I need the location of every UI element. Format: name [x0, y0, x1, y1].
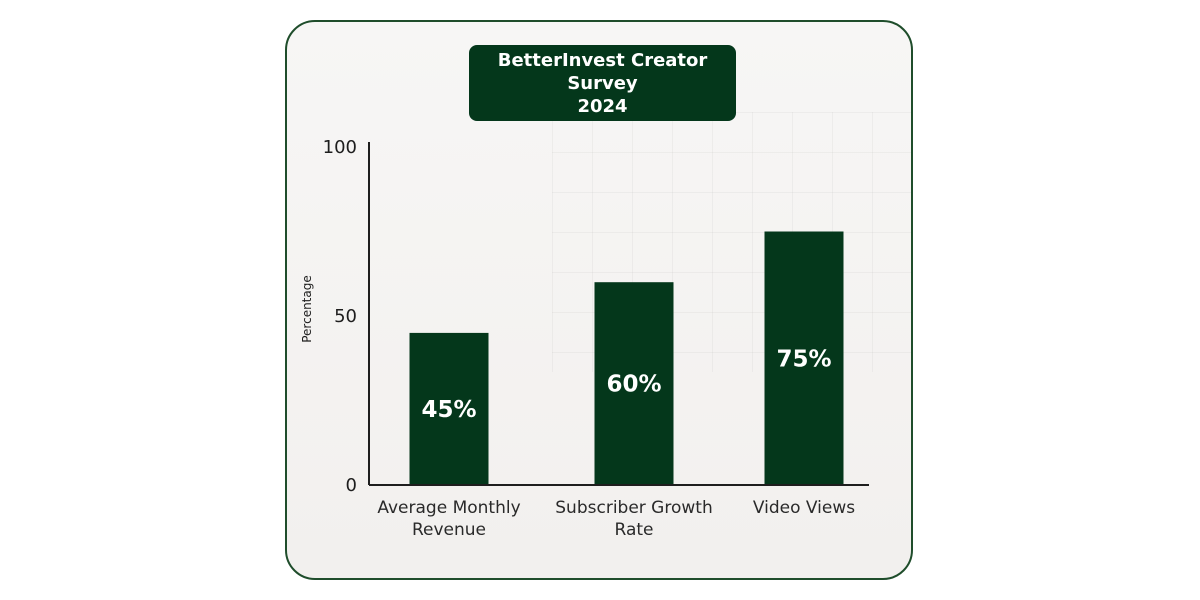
- bar: [409, 332, 489, 485]
- bar: [764, 231, 844, 485]
- chart-title: BetterInvest Creator Survey 2024: [469, 45, 736, 121]
- x-category-label-line: Average Monthly: [377, 498, 520, 518]
- bar-chart-plot: 0 50 100 45% 60% 75% Average Monthly Revenue S…: [323, 137, 869, 540]
- y-tick-label: 0: [346, 475, 357, 496]
- x-category-label-line: Subscriber Growth: [555, 498, 712, 518]
- x-category-label: Subscriber Growth Rate: [555, 498, 712, 540]
- bar: [594, 282, 674, 485]
- y-tick-label: 100: [323, 137, 357, 158]
- bar-data-label: 45%: [421, 397, 476, 423]
- chart-title-line-1: BetterInvest Creator Survey: [497, 49, 708, 94]
- chart-title-line-2: 2024: [577, 95, 628, 117]
- chart-card: BetterInvest Creator Survey 2024 Percent…: [285, 20, 913, 580]
- x-category-label-line: Rate: [615, 520, 654, 540]
- bar-data-label: 60%: [606, 372, 661, 398]
- x-category-label-line: Video Views: [753, 498, 855, 518]
- x-category-label: Video Views: [753, 498, 855, 518]
- y-tick-label: 50: [334, 306, 357, 327]
- bar-data-label: 75%: [776, 346, 831, 372]
- x-category-label-line: Revenue: [412, 520, 486, 540]
- x-category-label: Average Monthly Revenue: [377, 498, 520, 540]
